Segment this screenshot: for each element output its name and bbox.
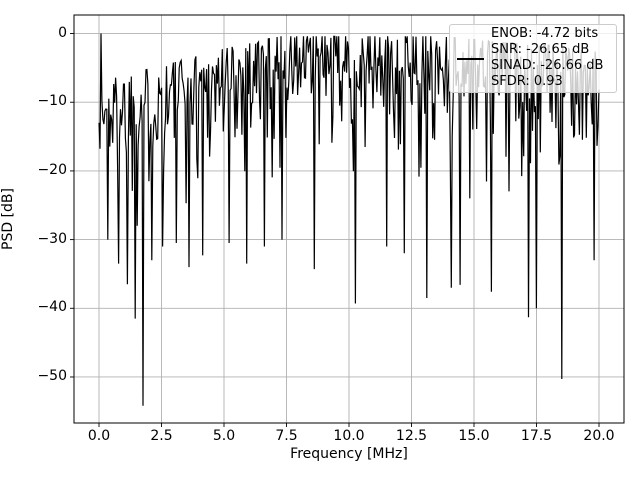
x-tick-label: 15.0 xyxy=(458,428,490,444)
legend: ENOB: -4.72 bits SNR: -26.65 dB SINAD: -… xyxy=(449,24,617,93)
x-tick-label: 17.5 xyxy=(520,428,553,444)
x-tick-label: 12.5 xyxy=(395,428,428,444)
legend-snr-value: SNR: -26.65 dB xyxy=(491,42,590,57)
y-tick-label: −10 xyxy=(37,93,67,110)
x-tick-label: 5.0 xyxy=(212,428,236,444)
y-tick-label: −40 xyxy=(37,299,67,316)
legend-sfdr-value: SFDR: 0.93 xyxy=(491,74,563,89)
x-tick-label: 0.0 xyxy=(87,428,111,444)
psd-series-line xyxy=(98,33,600,406)
x-axis-label: Frequency [MHz] xyxy=(290,446,408,462)
y-tick-label: −50 xyxy=(37,367,67,384)
x-tick-label: 10.0 xyxy=(333,428,365,444)
legend-sinad-value: SINAD: -26.66 dB xyxy=(491,58,604,73)
x-tick-label: 2.5 xyxy=(150,428,173,444)
y-axis-label: PSD [dB] xyxy=(0,188,16,250)
axes-spines xyxy=(73,14,625,424)
legend-text: ENOB: -4.72 bits SNR: -26.65 dB SINAD: -… xyxy=(491,26,603,90)
legend-enob-value: ENOB: -4.72 bits xyxy=(491,26,599,41)
y-tick-label: 0 xyxy=(58,24,67,41)
y-tick-label: −20 xyxy=(37,161,67,178)
y-tick-label: −30 xyxy=(37,230,67,247)
x-tick-label: 7.5 xyxy=(275,428,298,444)
legend-line-sample xyxy=(457,58,484,60)
x-tick-label: 20.0 xyxy=(583,428,615,444)
